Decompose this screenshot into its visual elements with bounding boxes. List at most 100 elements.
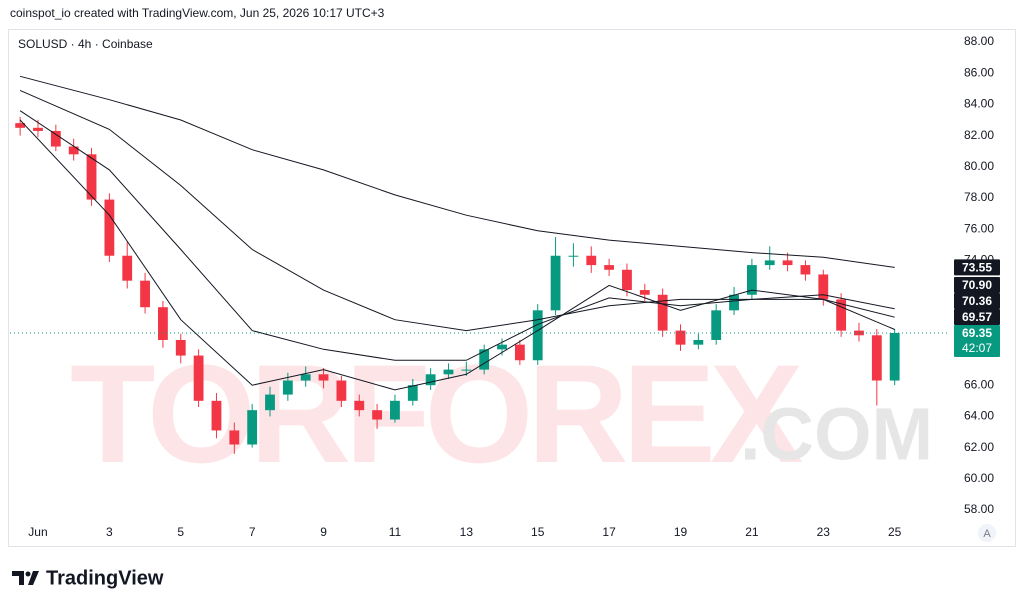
y-tick-label: 78.00	[964, 190, 994, 204]
ma-badge	[954, 308, 1000, 325]
candle-body	[871, 335, 882, 381]
x-tick-label: 7	[249, 525, 256, 539]
x-tick-label: 11	[389, 525, 402, 539]
x-tick-label: 21	[745, 525, 759, 539]
moving-average	[19, 75, 895, 268]
x-tick-label: 5	[177, 525, 184, 539]
candle-body	[479, 349, 490, 370]
candle-body	[550, 255, 561, 311]
candle-body	[282, 380, 293, 395]
scale-mode[interactable]: A	[983, 528, 991, 540]
candle-body	[158, 307, 168, 340]
candle-body	[443, 369, 454, 375]
moving-average	[19, 110, 895, 361]
candle-body	[68, 146, 79, 155]
candle-body	[318, 374, 329, 381]
price-badge	[954, 324, 1000, 357]
candle-body	[657, 294, 668, 331]
candle-body	[407, 385, 418, 401]
ma-label: 69.57	[962, 310, 992, 324]
candle-body	[586, 255, 597, 266]
candle-body	[764, 260, 775, 266]
candle-body	[425, 374, 436, 386]
credit: coinspot_io created with TradingView.com…	[10, 6, 385, 20]
countdown: 42:07	[962, 341, 992, 355]
candle-body	[354, 400, 365, 411]
candle-body	[461, 369, 472, 371]
candle-body	[390, 400, 400, 420]
candle-body	[175, 339, 186, 356]
candle-body	[122, 255, 133, 281]
y-tick-label: 58.00	[964, 502, 994, 516]
candle-body	[639, 290, 650, 295]
candle-body	[300, 374, 311, 381]
ma-badge	[954, 259, 1000, 276]
candle-body	[711, 310, 722, 340]
candle-body	[15, 123, 26, 128]
candle-body	[800, 265, 811, 275]
watermark: TORFOREX .COM	[70, 335, 933, 492]
y-tick-label: 86.00	[964, 65, 994, 79]
price-label: 69.35	[962, 326, 992, 340]
x-tick-label: 19	[674, 525, 688, 539]
x-tick-label: 25	[888, 525, 902, 539]
y-tick-label: 76.00	[964, 221, 994, 235]
brand: TradingView	[46, 567, 164, 589]
y-tick-label: 66.00	[964, 377, 994, 391]
candle-body	[497, 344, 507, 350]
ma-badge	[954, 276, 1000, 293]
x-tick-label: 17	[602, 525, 616, 539]
candle-body	[336, 380, 347, 401]
candle-body	[372, 410, 382, 420]
candle-body	[247, 410, 258, 445]
y-tick-label: 64.00	[964, 409, 994, 423]
candle-body	[104, 199, 115, 256]
ma-label: 70.36	[962, 294, 992, 308]
moving-average	[19, 119, 895, 391]
x-tick-label: 23	[817, 525, 831, 539]
ma-label: 70.90	[962, 278, 992, 292]
candle-body	[532, 310, 543, 361]
candle-body	[140, 280, 150, 308]
candle-body	[693, 339, 704, 345]
watermark-text: TORFOREX	[70, 335, 803, 492]
watermark-text: .COM	[740, 393, 933, 476]
candle-body	[229, 430, 240, 445]
candle-body	[818, 274, 829, 300]
candle-body	[675, 330, 686, 345]
x-tick-label: 13	[460, 525, 474, 539]
logo-dot	[25, 571, 31, 577]
x-tick-label: Jun	[28, 525, 47, 539]
y-tick-label: 82.00	[964, 128, 994, 142]
x-tick-label: 3	[106, 525, 113, 539]
candle-body	[211, 400, 222, 431]
x-tick-label: 15	[531, 525, 545, 539]
y-tick-label: 60.00	[964, 471, 994, 485]
candle-body	[568, 255, 579, 257]
y-tick-label: 80.00	[964, 159, 994, 173]
candle-body	[604, 265, 615, 270]
candle-body	[889, 332, 900, 381]
y-tick-label: 84.00	[964, 97, 994, 111]
candle-body	[729, 294, 739, 311]
candle-body	[514, 344, 525, 361]
ma-badge	[954, 292, 1000, 309]
x-tick-label: 9	[320, 525, 327, 539]
candle-body	[265, 394, 275, 411]
ma-label: 73.55	[962, 261, 992, 275]
chart-frame	[8, 29, 1016, 547]
candle-body	[86, 154, 97, 200]
y-tick-label: 62.00	[964, 440, 994, 454]
candle-body	[622, 269, 632, 291]
candle-body	[33, 127, 43, 131]
candle-body	[50, 130, 61, 147]
scale-mode-button[interactable]	[978, 524, 996, 542]
logo-icon	[12, 571, 39, 585]
moving-average	[19, 89, 895, 332]
candle-body	[193, 355, 204, 401]
y-tick-label: 88.00	[964, 34, 994, 48]
candle-body	[746, 265, 757, 295]
candle-body	[782, 260, 793, 266]
